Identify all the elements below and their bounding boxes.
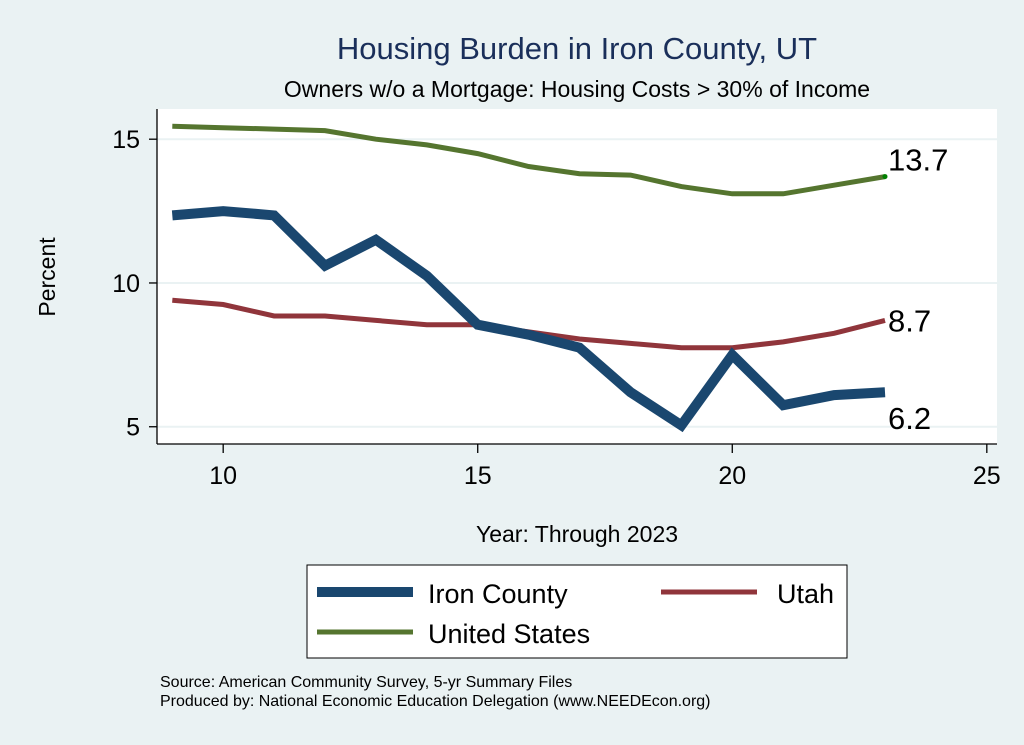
chart-title: Housing Burden in Iron County, UT [337, 31, 817, 66]
legend-items: Iron County Utah United States [317, 579, 834, 649]
x-axis-title: Year: Through 2023 [476, 521, 678, 547]
chart-subtitle: Owners w/o a Mortgage: Housing Costs > 3… [284, 76, 870, 102]
series-line-iron-county [171, 206, 886, 433]
end-labels: 6.2 8.7 13.7 [882, 143, 948, 436]
gridlines [157, 138, 997, 428]
legend-box [306, 564, 848, 659]
y-tick-label: 15 [112, 126, 140, 154]
x-tick-label: 20 [718, 462, 746, 490]
source-note: Source: American Community Survey, 5-yr … [160, 674, 572, 691]
x-tick-label: 25 [973, 462, 1001, 490]
producer-note: Produced by: National Economic Education… [160, 693, 711, 710]
axes [156, 109, 997, 445]
series-line-united-states [172, 123, 886, 197]
x-axis-ticks: 10 15 20 25 [209, 444, 1001, 490]
y-tick-label: 10 [112, 270, 140, 298]
endpoint-marker-united-states [882, 174, 888, 180]
end-label-iron-county: 6.2 [888, 401, 931, 436]
x-tick-label: 10 [209, 462, 237, 490]
end-label-united-states: 13.7 [888, 143, 948, 178]
series-layer [171, 123, 886, 433]
x-tick-label: 15 [464, 462, 492, 490]
end-label-utah: 8.7 [888, 303, 931, 338]
legend-label-iron-county: Iron County [428, 579, 568, 609]
legend-label-united-states: United States [428, 619, 590, 649]
plot-area [157, 109, 997, 444]
legend-label-utah: Utah [777, 579, 834, 609]
y-axis-title: Percent [34, 237, 60, 317]
y-axis-ticks: 5 10 15 [112, 126, 157, 442]
legend [306, 564, 848, 659]
y-tick-label: 5 [126, 414, 140, 442]
